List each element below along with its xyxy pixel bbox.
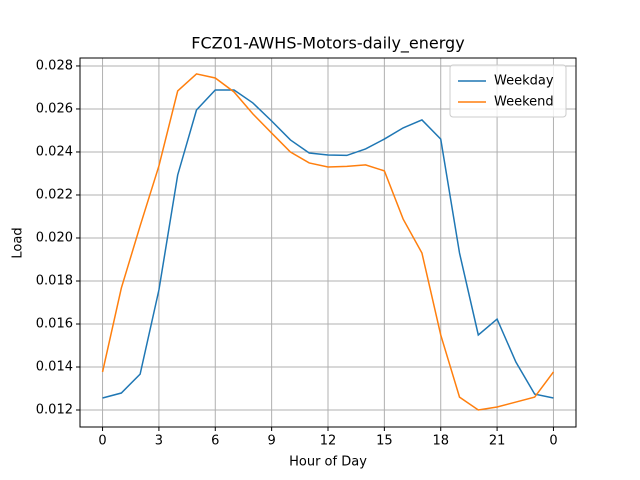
x-tick-label: 12 (320, 434, 337, 449)
y-tick-label: 0.012 (36, 403, 73, 418)
y-tick-label: 0.018 (36, 273, 73, 288)
x-tick-label: 3 (155, 434, 163, 449)
y-axis-label: Load (11, 227, 26, 258)
x-tick-label: 18 (432, 434, 449, 449)
line-series (102, 89, 554, 399)
x-tick-label: 21 (489, 434, 506, 449)
y-tick-label: 0.026 (36, 101, 73, 116)
y-tick-label: 0.022 (36, 187, 73, 202)
y-tick-label: 0.020 (36, 230, 73, 245)
x-tick-label: 0 (98, 434, 106, 449)
y-tick-label: 0.014 (36, 360, 73, 375)
legend-label: Weekday (494, 74, 554, 89)
x-tick-label: 6 (211, 434, 219, 449)
x-tick-label: 9 (267, 434, 275, 449)
y-tick-label: 0.028 (36, 58, 73, 73)
y-tick-label: 0.016 (36, 316, 73, 331)
line-series (101, 73, 555, 411)
legend-label: Weekend (494, 95, 554, 110)
x-axis-label: Hour of Day (289, 455, 367, 470)
legend-box (449, 64, 567, 118)
x-tick-label: 15 (376, 434, 393, 449)
chart-title: FCZ01-AWHS-Motors-daily_energy (191, 34, 464, 54)
plot-frame (79, 57, 577, 428)
y-tick-label: 0.024 (36, 144, 73, 159)
x-tick-label: 0 (549, 434, 557, 449)
